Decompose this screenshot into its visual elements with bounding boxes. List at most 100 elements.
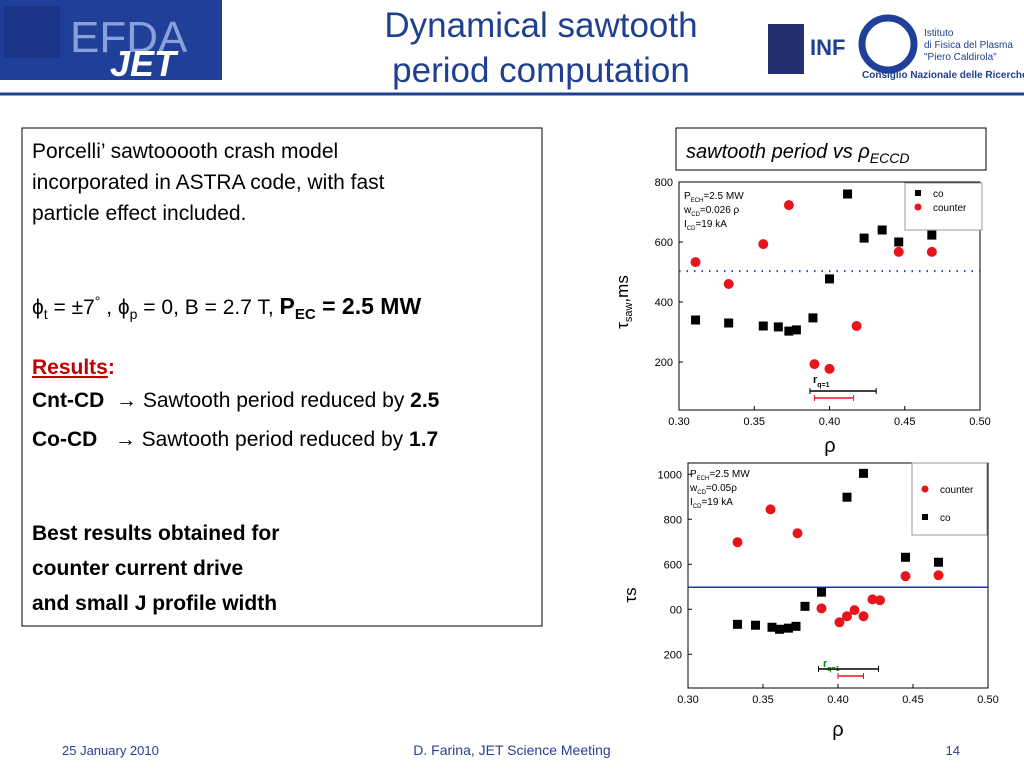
point [690,257,701,268]
t: → Sawtooth period reduced by [97,428,409,451]
annotation-part: =0.026 ρ [700,205,740,216]
legend-label: counter [940,485,974,496]
result-line: Cnt-CD → Sawtooth period reduced by 2.5 [32,389,440,412]
y-tick-label: 600 [664,559,682,571]
y-label-part: ,ms [613,275,632,302]
y-axis-label: τsaw,ms [613,275,635,329]
point [834,617,845,628]
cnr: Consiglio Nazionale delle Ricerche [862,70,1024,81]
y-tick-label: 200 [655,357,673,369]
ifp-line: di Fisica del Plasma [924,40,1013,51]
t: Results [32,356,108,379]
y-tick-label: 600 [655,237,673,249]
legend-swatch [921,485,929,493]
point [751,620,760,630]
point [816,603,827,614]
y-label-part: τ [621,596,640,603]
point [851,321,862,331]
t: = 0, B = 2.7 T, [137,296,279,319]
params-line: ϕt = ±7° , ϕp = 0, B = 2.7 T, PEC = 2.5 … [32,293,421,323]
point [767,622,777,632]
t: = 2.5 MW [316,293,422,319]
title-main: sawtooth period vs ρ [686,141,870,163]
point [809,359,820,370]
logo-jet: JET [110,43,179,84]
chart-title: sawtooth period vs ρECCD [686,141,909,166]
footer-center: D. Farina, JET Science Meeting [413,742,610,758]
rq1-label: rq=1 [823,658,840,673]
legend-label: counter [933,203,967,214]
annotation-part: =2.5 MW [703,191,744,202]
point [858,611,869,622]
footer-page: 14 [946,743,960,758]
point [732,537,743,548]
annotation-part: ECH [691,198,704,204]
rq1-sub: q=1 [817,382,829,389]
result-line: Co-CD → Sawtooth period reduced by 1.7 [32,428,438,451]
t: : [108,356,115,379]
annotation: PECH=2.5 MW [684,191,744,204]
rq1-label: rq=1 [813,374,830,389]
t: Co-CD [32,428,97,451]
text-line: Porcelli’ sawtooooth crash model [32,140,338,163]
annotation-part: =0.05ρ [706,483,737,494]
legend-swatch [915,190,921,196]
point [926,246,937,257]
y-tick-label: 400 [655,297,673,309]
annotation: ICD=19 kA [690,497,733,510]
legend-swatch [922,514,928,520]
annotation-part: =2.5 MW [709,469,750,480]
point [773,322,783,332]
point [843,189,853,199]
t: ϕ [32,296,44,319]
t: p [130,306,138,322]
point [791,621,801,631]
point [900,571,911,582]
t: t [44,306,48,322]
t: ° [95,293,101,309]
y-axis-label: τs [621,587,640,602]
y-tick-label: 800 [664,514,682,526]
chart-title-box [675,127,987,171]
title-line: period computation [392,51,690,90]
text-line: particle effect included. [32,202,246,225]
conclusion-line: counter current drive [32,557,243,580]
y-label-part: saw [623,302,635,322]
results-line: Results: [32,356,115,379]
annotation-part: w [683,205,692,216]
annotation-part: I [690,497,693,508]
t: → Sawtooth period reduced by [104,389,410,412]
point [784,623,793,633]
legend-box [911,462,988,536]
y-tick-label: 00 [670,604,682,616]
t: 2.5 [410,389,440,412]
y-tick-label: 800 [655,177,673,189]
conclusion-line: Best results obtained for [32,522,279,545]
x-tick-label: 0.40 [827,694,848,706]
point [792,528,803,539]
annotation: PECH=2.5 MW [690,469,750,482]
point [724,318,734,328]
point [894,237,904,247]
point [901,552,910,562]
point [842,492,852,502]
annotation-part: I [684,219,687,230]
point [733,619,742,629]
title-line: Dynamical sawtooth [384,6,697,45]
point [825,274,834,284]
annotation-part: P [684,191,691,202]
point [691,315,701,325]
y-tick-label: 1000 [658,469,682,481]
conclusion-line: and small J profile width [32,592,277,615]
x-tick-label: 0.45 [894,416,915,428]
annotation: ICD=19 kA [684,219,727,232]
legend-label: co [933,189,944,200]
title-sub: ECCD [870,150,910,166]
point [875,595,885,606]
point [758,239,769,250]
rq1-r: r [823,658,828,670]
logo-inf: INF [810,35,845,60]
text-box [21,127,543,627]
point [824,363,835,374]
point [842,611,852,622]
